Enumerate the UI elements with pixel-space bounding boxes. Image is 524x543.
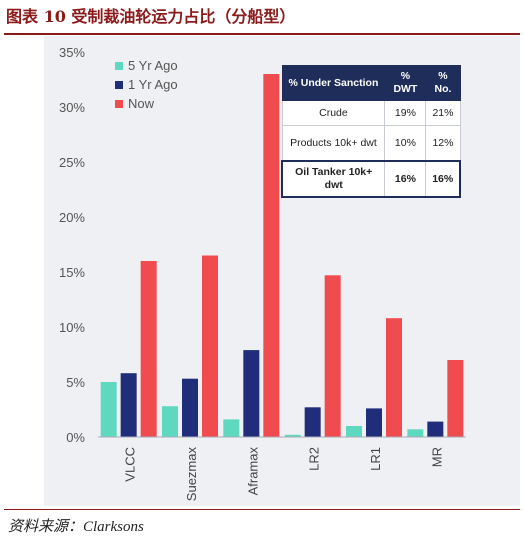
- legend-label: 5 Yr Ago: [128, 58, 178, 73]
- bar: [101, 382, 117, 437]
- sanction-table: % Under Sanction % DWT % No. Crude 19% 2…: [281, 65, 461, 198]
- table-cell: Products 10k+ dwt: [282, 126, 385, 162]
- y-tick-label: 30%: [59, 100, 85, 115]
- table-header-number: % No.: [426, 66, 460, 101]
- x-tick-label: MR: [429, 447, 444, 467]
- table-cell: 12%: [426, 126, 460, 162]
- bar: [325, 275, 341, 437]
- bar: [305, 407, 321, 437]
- x-tick-label: LR2: [307, 447, 322, 471]
- footer-divider: [4, 509, 520, 510]
- table-cell: 21%: [426, 101, 460, 126]
- source-note: 资料来源：Clarksons: [8, 516, 144, 538]
- table-row: Crude 19% 21%: [282, 101, 460, 126]
- title-divider: [4, 33, 520, 35]
- legend-swatch: [115, 62, 123, 70]
- table-cell: 10%: [385, 126, 426, 162]
- bar: [263, 74, 279, 437]
- table-header-row: % Under Sanction % DWT % No.: [282, 66, 460, 101]
- x-tick-label: Aframax: [245, 447, 260, 496]
- table-row-highlight: Oil Tanker 10k+ dwt 16% 16%: [282, 161, 460, 197]
- y-tick-label: 5%: [66, 375, 85, 390]
- x-tick-label: LR1: [368, 447, 383, 471]
- x-tick-label: VLCC: [123, 447, 138, 482]
- x-tick-label: Suezmax: [184, 447, 199, 502]
- y-tick-label: 15%: [59, 265, 85, 280]
- table-cell: 16%: [385, 161, 426, 197]
- legend-label: 1 Yr Ago: [128, 77, 178, 92]
- bar: [202, 256, 218, 438]
- bar: [162, 406, 178, 437]
- table-cell: Oil Tanker 10k+ dwt: [282, 161, 385, 197]
- bar: [182, 379, 198, 437]
- y-tick-label: 10%: [59, 320, 85, 335]
- legend-swatch: [115, 81, 123, 89]
- table-header-dwt: % DWT: [385, 66, 426, 101]
- bar: [223, 419, 239, 437]
- bar: [366, 408, 382, 437]
- bar: [407, 429, 423, 437]
- table-cell: 19%: [385, 101, 426, 126]
- bar: [243, 350, 259, 437]
- bar: [427, 422, 443, 437]
- table-cell: 16%: [426, 161, 460, 197]
- bar: [141, 261, 157, 437]
- table-row: Products 10k+ dwt 10% 12%: [282, 126, 460, 162]
- legend-swatch: [115, 100, 123, 108]
- bar: [346, 426, 362, 437]
- legend-label: Now: [128, 96, 155, 111]
- bar: [447, 360, 463, 437]
- y-tick-label: 25%: [59, 155, 85, 170]
- y-tick-label: 0%: [66, 430, 85, 445]
- bar: [386, 318, 402, 437]
- bar: [121, 373, 137, 437]
- table-header-category: % Under Sanction: [282, 66, 385, 101]
- table-cell: Crude: [282, 101, 385, 126]
- y-tick-label: 20%: [59, 210, 85, 225]
- y-tick-label: 35%: [59, 45, 85, 60]
- figure-title: 图表 10 受制裁油轮运力占比（分船型）: [6, 4, 518, 30]
